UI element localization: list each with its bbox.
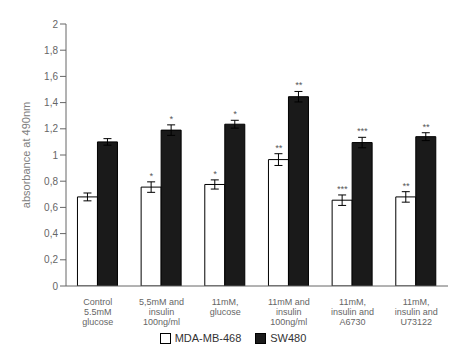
svg-text:**: **: [402, 181, 410, 191]
svg-text:0,6: 0,6: [44, 202, 58, 213]
svg-text:1,2: 1,2: [44, 123, 58, 134]
svg-text:0: 0: [52, 281, 58, 292]
svg-text:***: ***: [337, 184, 348, 194]
svg-text:**: **: [295, 80, 303, 90]
svg-text:11mM,insulin andU73122: 11mM,insulin andU73122: [395, 297, 438, 327]
svg-text:absorbance at 490nm: absorbance at 490nm: [20, 102, 32, 208]
svg-text:**: **: [422, 122, 430, 132]
svg-text:***: ***: [357, 126, 368, 136]
svg-text:11mM,insulin andA6730: 11mM,insulin andA6730: [331, 297, 374, 327]
svg-text:5,5mM andinsulin100ng/ml: 5,5mM andinsulin100ng/ml: [139, 297, 184, 327]
svg-text:11mM andinsulin100ng/ml: 11mM andinsulin100ng/ml: [268, 297, 310, 327]
svg-text:2: 2: [52, 19, 58, 30]
svg-text:*: *: [149, 171, 153, 181]
svg-text:1: 1: [52, 150, 58, 161]
svg-text:0,4: 0,4: [44, 228, 58, 239]
html-text:MDA-MB-468: MDA-MB-468: [174, 332, 242, 344]
svg-text:11mM,glucose: 11mM,glucose: [210, 297, 241, 317]
svg-text:*: *: [233, 109, 237, 119]
svg-text:*: *: [169, 114, 173, 124]
svg-text:1,4: 1,4: [44, 97, 58, 108]
svg-text:1,8: 1,8: [44, 45, 58, 56]
svg-text:*: *: [213, 169, 217, 179]
html-text:SW480: SW480: [270, 332, 307, 344]
svg-text:Control5.5mMglucose: Control5.5mMglucose: [82, 297, 113, 327]
svg-text:0,8: 0,8: [44, 176, 58, 187]
svg-text:0,2: 0,2: [44, 254, 58, 265]
svg-text:**: **: [275, 143, 283, 153]
svg-text:1,6: 1,6: [44, 71, 58, 82]
